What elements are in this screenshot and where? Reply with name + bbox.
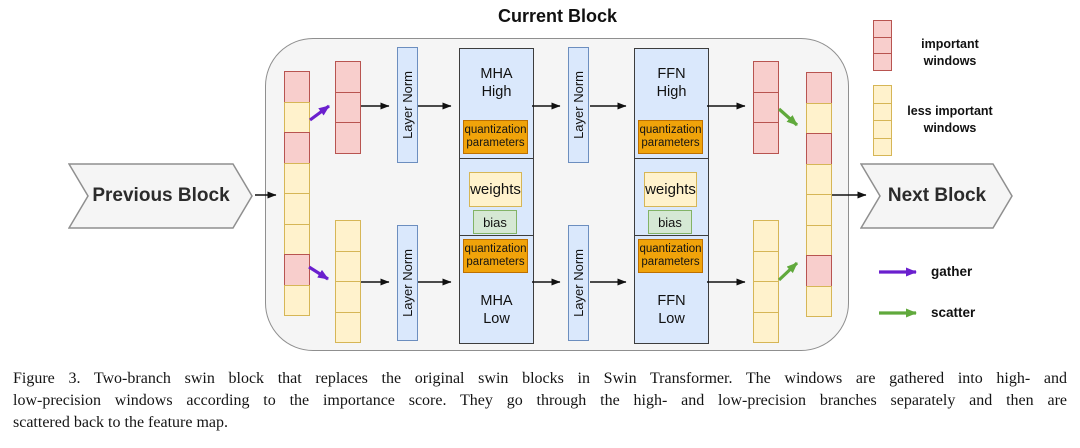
quantization-parameters-box: quantization parameters <box>638 120 703 154</box>
previous-block-label: Previous Block <box>92 185 230 206</box>
next-block-label: Next Block <box>887 185 987 206</box>
important-window-cell <box>335 122 361 154</box>
important-window-cell <box>753 61 779 93</box>
less-important-window-cell <box>335 250 361 282</box>
gathered-less-important-windows-input <box>335 220 361 343</box>
input-feature-map-column <box>284 71 310 316</box>
less-important-window-cell <box>284 193 310 225</box>
legend-important-label: important windows <box>921 37 979 68</box>
ffn-low-block: quantization parameters FFN Low <box>635 236 708 343</box>
next-block: Next Block <box>860 163 1014 229</box>
legend-important-swatch <box>873 20 892 71</box>
previous-block-shape <box>68 163 253 229</box>
layer-norm-label: Layer Norm <box>400 71 415 139</box>
figure-caption: Figure 3. Two-branch swin block that rep… <box>13 368 1067 433</box>
less-important-window-cell <box>806 224 832 256</box>
mha-low-block: quantization parameters MHA Low <box>460 236 533 343</box>
bias-box: bias <box>648 210 692 234</box>
ffn-shared-params-block: weights bias <box>635 158 708 236</box>
legend-gather-label: gather <box>931 264 973 279</box>
less-important-window-cell <box>284 284 310 316</box>
parameters-label: parameters <box>466 256 525 268</box>
less-important-window-cell <box>284 223 310 255</box>
mha-high-block: MHA High quantization parameters <box>460 49 533 158</box>
important-window-cell <box>284 254 310 286</box>
less-important-window-cell <box>806 285 832 317</box>
important-window-cell <box>806 255 832 287</box>
previous-block: Previous Block <box>68 163 254 229</box>
important-window-cell <box>335 91 361 123</box>
ffn-high-label: FFN High <box>656 66 687 100</box>
layer-norm-label: Layer Norm <box>400 249 415 317</box>
mha-column: MHA High quantization parameters weights… <box>459 48 534 344</box>
parameters-label: parameters <box>466 137 525 149</box>
important-window-cell <box>873 20 892 38</box>
gathered-important-windows-input <box>335 61 361 154</box>
less-important-window-cell <box>873 120 892 139</box>
important-window-cell <box>873 53 892 71</box>
ffn-column: FFN High quantization parameters weights… <box>634 48 709 344</box>
layer-norm-label: Layer Norm <box>571 249 586 317</box>
less-important-window-cell <box>284 162 310 194</box>
legend-less-important-swatch <box>873 85 892 156</box>
diagram-title: Current Block <box>497 6 618 26</box>
gathered-important-windows-output <box>753 61 779 154</box>
legend-scatter-label: scatter <box>931 305 976 320</box>
important-window-cell <box>753 122 779 154</box>
legend-less-important-label: less important windows <box>907 104 993 135</box>
quantization-parameters-box: quantization parameters <box>463 239 528 273</box>
important-window-cell <box>335 61 361 93</box>
important-window-cell <box>873 36 892 54</box>
layer-norm-low-2: Layer Norm <box>568 225 589 341</box>
less-important-window-cell <box>753 220 779 252</box>
quantization-label: quantization <box>639 243 702 255</box>
less-important-window-cell <box>335 281 361 313</box>
output-feature-map-column <box>806 72 832 317</box>
quantization-parameters-box: quantization parameters <box>463 120 528 154</box>
mha-low-label: MHA Low <box>480 293 513 327</box>
layer-norm-high-2: Layer Norm <box>568 47 589 163</box>
less-important-window-cell <box>873 137 892 156</box>
less-important-window-cell <box>806 102 832 134</box>
important-window-cell <box>806 72 832 104</box>
current-block-container <box>265 38 849 351</box>
layer-norm-label: Layer Norm <box>571 71 586 139</box>
caption-line: scattered back to the feature map. <box>13 413 228 431</box>
weights-box: weights <box>469 172 522 207</box>
next-block-shape <box>860 163 1013 229</box>
quantization-label: quantization <box>464 124 527 136</box>
less-important-window-cell <box>806 194 832 226</box>
weights-box: weights <box>644 172 697 207</box>
less-important-window-cell <box>753 311 779 343</box>
less-important-window-cell <box>873 102 892 121</box>
gathered-less-important-windows-output <box>753 220 779 343</box>
parameters-label: parameters <box>641 256 700 268</box>
important-window-cell <box>284 71 310 103</box>
less-important-window-cell <box>284 101 310 133</box>
layer-norm-low-1: Layer Norm <box>397 225 418 341</box>
ffn-low-label: FFN Low <box>657 293 686 327</box>
mha-high-label: MHA High <box>480 66 513 100</box>
important-window-cell <box>284 132 310 164</box>
quantization-label: quantization <box>464 243 527 255</box>
layer-norm-high-1: Layer Norm <box>397 47 418 163</box>
less-important-window-cell <box>335 311 361 343</box>
caption-line: low-precision windows according to the i… <box>13 391 1067 409</box>
parameters-label: parameters <box>641 137 700 149</box>
ffn-high-block: FFN High quantization parameters <box>635 49 708 158</box>
less-important-window-cell <box>753 250 779 282</box>
less-important-window-cell <box>753 281 779 313</box>
important-window-cell <box>753 91 779 123</box>
quantization-label: quantization <box>639 124 702 136</box>
less-important-window-cell <box>335 220 361 252</box>
caption-line: Figure 3. Two-branch swin block that rep… <box>13 370 1067 387</box>
mha-shared-params-block: weights bias <box>460 158 533 236</box>
less-important-window-cell <box>806 163 832 195</box>
bias-box: bias <box>473 210 517 234</box>
less-important-window-cell <box>873 85 892 104</box>
quantization-parameters-box: quantization parameters <box>638 239 703 273</box>
important-window-cell <box>806 133 832 165</box>
